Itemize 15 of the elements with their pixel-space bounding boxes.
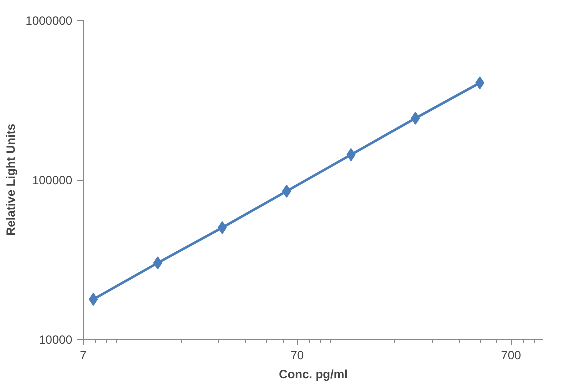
y-tick-label: 100000 [32,174,73,188]
point [89,293,98,306]
point [282,184,292,198]
point [411,112,420,125]
y-tick-label: 10000 [39,333,73,347]
x-tick-label: 7 [80,348,88,362]
y-axis-title: Relative Light Units [4,124,18,236]
point [346,148,356,162]
x-tick-label: 700 [501,348,522,362]
point [153,256,162,270]
x-axis-title: Conc. pg/ml [279,368,348,382]
y-tick-label: 1000000 [26,14,73,28]
point [476,76,485,90]
x-tick-label: 70 [290,348,304,362]
point [218,221,227,234]
